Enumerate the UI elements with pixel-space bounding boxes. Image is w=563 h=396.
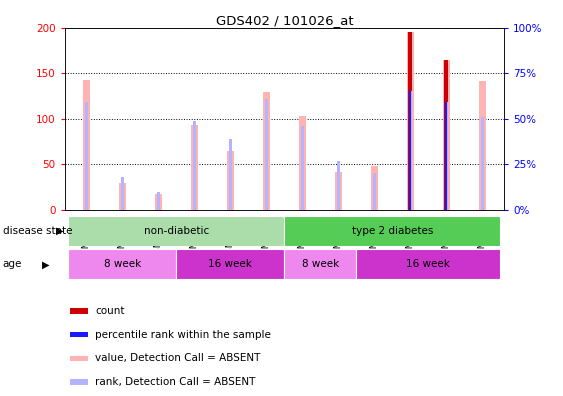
Bar	[407, 32, 414, 210]
Bar	[84, 103, 88, 210]
Text: non-diabetic: non-diabetic	[144, 226, 209, 236]
Bar	[70, 332, 88, 337]
Text: 16 week: 16 week	[406, 259, 450, 269]
Text: count: count	[95, 306, 124, 316]
Bar	[229, 139, 232, 210]
Text: percentile rank within the sample: percentile rank within the sample	[95, 329, 271, 340]
Bar	[83, 80, 90, 210]
Bar	[409, 91, 412, 210]
Bar	[479, 80, 485, 210]
Bar	[408, 32, 413, 210]
Text: 16 week: 16 week	[208, 259, 252, 269]
Bar	[445, 103, 448, 210]
Bar	[68, 249, 176, 279]
Bar	[70, 356, 88, 361]
Bar	[445, 103, 448, 210]
Text: type 2 diabetes: type 2 diabetes	[352, 226, 433, 236]
Text: age: age	[3, 259, 22, 269]
Text: value, Detection Call = ABSENT: value, Detection Call = ABSENT	[95, 353, 261, 364]
Bar	[191, 125, 198, 210]
Bar	[284, 249, 356, 279]
Bar	[409, 91, 412, 210]
Bar	[443, 59, 449, 210]
Text: disease state: disease state	[3, 226, 72, 236]
Title: GDS402 / 101026_at: GDS402 / 101026_at	[216, 13, 353, 27]
Text: ▶: ▶	[42, 259, 50, 269]
Bar	[227, 150, 234, 210]
Text: 8 week: 8 week	[104, 259, 141, 269]
Bar	[193, 121, 196, 210]
Bar	[70, 308, 88, 314]
Text: ▶: ▶	[56, 226, 64, 236]
Bar	[481, 117, 484, 210]
Bar	[335, 171, 342, 210]
Text: rank, Detection Call = ABSENT: rank, Detection Call = ABSENT	[95, 377, 256, 387]
Bar	[356, 249, 501, 279]
Bar	[284, 216, 501, 246]
Bar	[373, 173, 376, 210]
Bar	[265, 99, 268, 210]
Bar	[120, 177, 124, 210]
Bar	[371, 166, 378, 210]
Bar	[155, 194, 162, 210]
Bar	[176, 249, 284, 279]
Bar	[263, 92, 270, 210]
Text: 8 week: 8 week	[302, 259, 339, 269]
Bar	[299, 116, 306, 210]
Bar	[157, 192, 160, 210]
Bar	[68, 216, 284, 246]
Bar	[70, 379, 88, 385]
Bar	[119, 183, 126, 210]
Bar	[337, 161, 340, 210]
Bar	[444, 59, 449, 210]
Bar	[301, 126, 304, 210]
